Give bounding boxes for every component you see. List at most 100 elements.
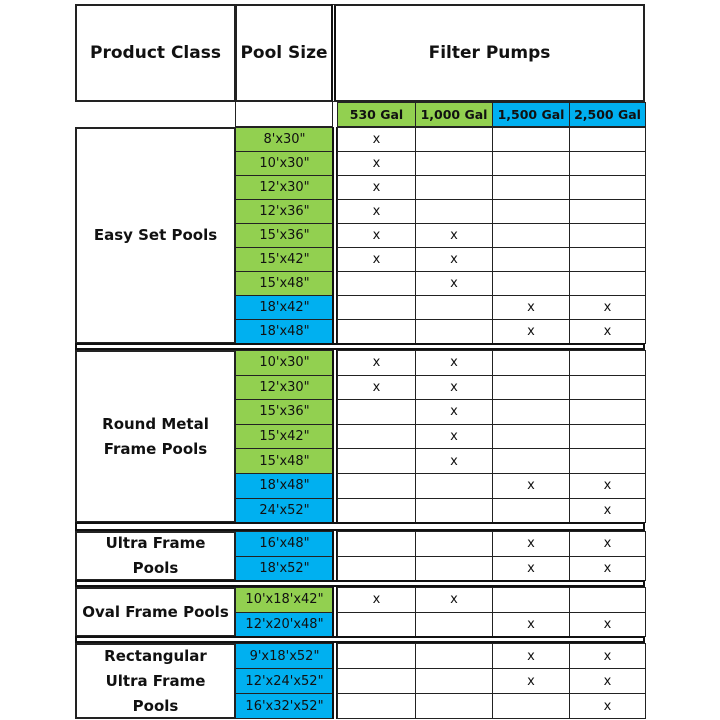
product-class-0: Easy Set Pools [75, 127, 236, 344]
compatibility-mark-cell [337, 693, 416, 719]
compatibility-mark-cell [337, 668, 416, 694]
compatibility-mark-cell: x [337, 127, 416, 152]
pool-size-cell: 12'x36" [235, 199, 334, 224]
group-separator [75, 522, 645, 531]
group-separator [75, 343, 645, 350]
compatibility-mark-cell [337, 473, 416, 499]
column-divider [332, 531, 337, 581]
pool-size-cell: 15'x48" [235, 271, 334, 296]
compatibility-mark-cell [337, 448, 416, 474]
compatibility-mark-cell [569, 247, 646, 272]
pool-size-cell: 18'x42" [235, 295, 334, 320]
compatibility-mark-cell [569, 271, 646, 296]
product-class-1: Round Metal Frame Pools [75, 350, 236, 524]
pool-size-cell: 15'x48" [235, 448, 334, 474]
column-divider [332, 350, 337, 524]
compatibility-mark-cell: x [569, 555, 646, 581]
compatibility-mark-cell [569, 199, 646, 224]
compatibility-mark-cell: x [492, 643, 570, 669]
compatibility-mark-cell [415, 555, 493, 581]
compatibility-mark-cell [569, 151, 646, 176]
compatibility-mark-cell: x [337, 151, 416, 176]
compatibility-mark-cell: x [415, 374, 493, 401]
product-class-4: Rectangular Ultra Frame Pools [75, 643, 236, 719]
compatibility-mark-cell: x [569, 668, 646, 694]
pool-size-cell: 12'x30" [235, 374, 334, 401]
compatibility-mark-cell [415, 693, 493, 719]
header-pool-size: Pool Size [235, 4, 333, 102]
compatibility-mark-cell [492, 448, 570, 474]
pool-size-cell: 15'x42" [235, 423, 334, 450]
compatibility-mark-cell [492, 223, 570, 248]
pool-size-cell: 24'x52" [235, 497, 334, 524]
pool-size-cell: 18'x48" [235, 319, 334, 344]
compatibility-mark-cell [415, 643, 493, 669]
compatibility-mark-cell: x [492, 295, 570, 320]
pump-header-1: 1,000 Gal [415, 102, 493, 127]
compatibility-mark-cell [415, 668, 493, 694]
pool-size-cell: 10'x18'x42" [235, 587, 334, 613]
compatibility-mark-cell [337, 295, 416, 320]
compatibility-mark-cell: x [337, 199, 416, 224]
compatibility-mark-cell [337, 319, 416, 344]
compatibility-mark-cell [569, 423, 646, 450]
pool-size-cell: 18'x48" [235, 473, 334, 499]
compatibility-mark-cell [569, 399, 646, 425]
header-blank [235, 101, 333, 127]
compatibility-mark-cell: x [415, 587, 493, 613]
compatibility-mark-cell: x [337, 223, 416, 248]
compatibility-mark-cell: x [569, 319, 646, 344]
compatibility-mark-cell [569, 223, 646, 248]
compatibility-mark-cell [492, 127, 570, 152]
compatibility-mark-cell: x [415, 247, 493, 272]
compatibility-mark-cell: x [337, 587, 416, 613]
compatibility-mark-cell [337, 423, 416, 450]
pool-size-cell: 9'x18'x52" [235, 643, 334, 669]
compatibility-mark-cell [415, 175, 493, 200]
compatibility-mark-cell: x [337, 247, 416, 272]
pump-header-2: 1,500 Gal [492, 102, 570, 127]
pool-size-cell: 12'x30" [235, 175, 334, 200]
pool-size-cell: 8'x30" [235, 127, 334, 152]
compatibility-mark-cell: x [492, 555, 570, 581]
compatibility-mark-cell [415, 473, 493, 499]
compatibility-mark-cell: x [492, 319, 570, 344]
pool-size-cell: 18'x52" [235, 555, 334, 581]
pool-size-cell: 16'x48" [235, 531, 334, 557]
compatibility-mark-cell [492, 271, 570, 296]
header-product-class: Product Class [75, 4, 236, 102]
compatibility-mark-cell [492, 350, 570, 376]
compatibility-mark-cell [492, 199, 570, 224]
compatibility-mark-cell [415, 611, 493, 637]
compatibility-mark-cell [569, 374, 646, 401]
compatibility-mark-cell: x [415, 271, 493, 296]
compatibility-mark-cell [569, 175, 646, 200]
compatibility-mark-cell: x [569, 531, 646, 557]
column-divider [332, 587, 337, 637]
compatibility-mark-cell [569, 448, 646, 474]
compatibility-mark-cell: x [569, 497, 646, 524]
pool-size-cell: 16'x32'x52" [235, 693, 334, 719]
compatibility-mark-cell: x [337, 350, 416, 376]
compatibility-mark-cell [337, 555, 416, 581]
compatibility-mark-cell [492, 693, 570, 719]
compatibility-mark-cell: x [415, 350, 493, 376]
compatibility-mark-cell [569, 587, 646, 613]
pool-size-cell: 15'x36" [235, 399, 334, 425]
compatibility-mark-cell [337, 497, 416, 524]
pool-size-cell: 12'x20'x48" [235, 611, 334, 637]
compatibility-mark-cell: x [569, 473, 646, 499]
compatibility-mark-cell [492, 247, 570, 272]
pool-size-cell: 12'x24'x52" [235, 668, 334, 694]
compatibility-mark-cell [492, 423, 570, 450]
compatibility-mark-cell [569, 127, 646, 152]
product-class-2: Ultra Frame Pools [75, 531, 236, 581]
compatibility-mark-cell [492, 399, 570, 425]
pool-size-cell: 15'x42" [235, 247, 334, 272]
compatibility-mark-cell: x [492, 473, 570, 499]
group-separator [75, 580, 645, 587]
compatibility-mark-cell [337, 531, 416, 557]
pool-size-cell: 10'x30" [235, 151, 334, 176]
compatibility-mark-cell [415, 295, 493, 320]
group-separator [75, 636, 645, 643]
